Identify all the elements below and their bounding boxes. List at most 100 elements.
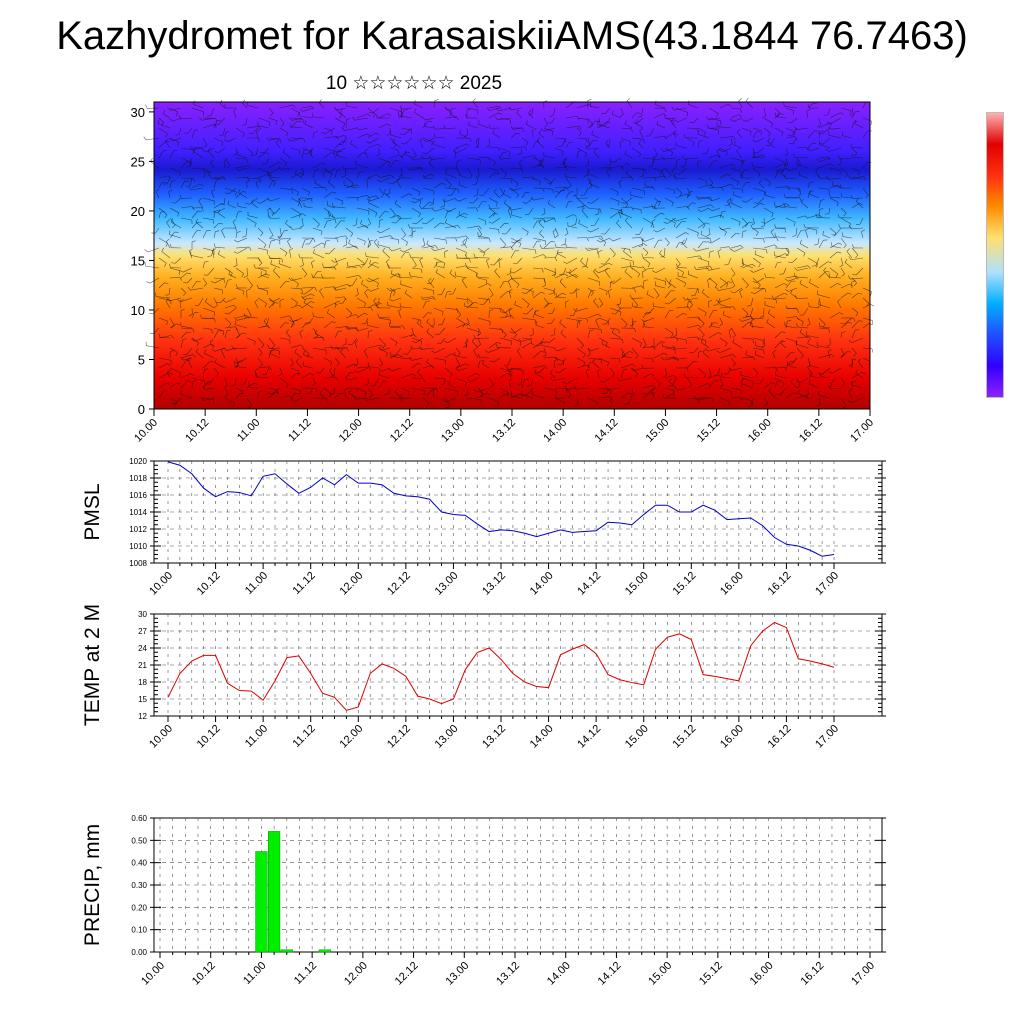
wind-barb <box>400 193 409 199</box>
wind-barb-flag <box>204 349 206 354</box>
wind-barb-flag <box>797 163 801 167</box>
wind-barb <box>255 182 259 189</box>
wind-barb-flag <box>703 132 706 137</box>
wind-barb <box>774 186 789 189</box>
wind-barb-flag <box>629 351 634 353</box>
wind-barb <box>612 237 622 242</box>
wind-barb-flag <box>221 227 225 231</box>
wind-barb <box>444 225 458 229</box>
wind-barb <box>358 327 369 332</box>
wind-barb-flag <box>855 254 859 259</box>
wind-barb-flag <box>445 218 447 223</box>
wind-barb <box>840 322 849 329</box>
wind-barb <box>212 250 215 259</box>
wind-barb-flag <box>578 125 582 130</box>
wind-barb-flag <box>297 112 300 117</box>
wind-barb-flag <box>634 328 637 333</box>
wind-barb-flag <box>686 112 689 117</box>
wind-barb-flag <box>160 211 165 213</box>
wind-barb <box>553 361 556 369</box>
wind-barb <box>290 137 304 140</box>
wind-barb-flag <box>725 151 728 156</box>
wind-barb-flag <box>201 397 205 401</box>
wind-barb <box>245 117 248 125</box>
wind-barb-flag <box>233 108 237 112</box>
wind-barb <box>186 347 193 355</box>
wind-barb <box>215 246 226 249</box>
wind-barb-flag <box>696 336 700 341</box>
wind-barb-flag <box>407 391 410 396</box>
wind-barb <box>809 193 820 199</box>
wind-barb <box>618 182 622 189</box>
wind-barb <box>745 197 754 203</box>
wind-barb-flag <box>787 248 790 253</box>
wind-barb <box>632 306 644 309</box>
wind-barb <box>257 167 270 174</box>
wind-barb <box>832 367 842 374</box>
wind-barb-flag <box>429 201 434 204</box>
wind-barb-flag <box>616 377 620 381</box>
wind-barb <box>257 325 268 329</box>
wind-barb <box>561 357 567 365</box>
wind-barb-flag <box>625 169 629 174</box>
wind-barb <box>752 227 765 230</box>
wind-barb <box>754 287 765 294</box>
wind-barb-flag <box>750 318 755 322</box>
wind-barb-flag <box>164 214 168 219</box>
wind-barb-flag <box>852 380 857 383</box>
wind-barb <box>848 391 853 399</box>
wind-barb-flag <box>793 131 796 136</box>
wind-barb-flag <box>719 149 723 152</box>
wind-barb-flag <box>504 222 509 225</box>
wind-barb <box>476 187 479 196</box>
wind-barb-flag <box>759 315 764 318</box>
wind-barb-flag <box>524 146 528 151</box>
wind-barb-flag <box>553 359 558 362</box>
wind-barb-flag <box>794 294 797 299</box>
wind-barb <box>785 197 798 199</box>
wind-barb <box>235 191 243 199</box>
wind-barb-flag <box>587 201 592 204</box>
wind-barb-flag <box>364 148 369 152</box>
wind-barb <box>565 177 572 186</box>
wind-barb-flag <box>541 341 546 344</box>
wind-barb <box>587 117 594 125</box>
wind-barb <box>169 181 172 189</box>
wind-barb <box>477 393 487 399</box>
wind-barb-flag <box>400 133 405 136</box>
wind-barb-flag <box>663 352 668 356</box>
wind-barb-flag <box>336 238 339 243</box>
wind-barb-flag <box>606 290 608 296</box>
wind-barb-flag <box>780 339 784 344</box>
wind-barb-flag <box>576 116 580 120</box>
wind-barb <box>314 182 325 189</box>
wind-barb <box>414 103 424 109</box>
wind-barb-flag <box>584 164 589 167</box>
wind-barb <box>818 304 831 309</box>
wind-barb <box>387 387 391 394</box>
wind-barb-flag <box>281 258 284 263</box>
wind-barb <box>576 127 582 133</box>
wind-barb-flag <box>319 389 323 394</box>
wind-barb <box>752 237 764 239</box>
wind-barb <box>444 291 448 299</box>
wind-barb <box>668 297 677 305</box>
temp-y-tick-label: 15 <box>138 695 147 704</box>
section-heatmap <box>154 102 870 409</box>
wind-barb-flag <box>695 195 699 200</box>
wind-barb-flag <box>671 393 676 397</box>
wind-barb <box>755 354 765 359</box>
wind-barb <box>678 275 688 279</box>
wind-barb-flag <box>179 277 182 281</box>
wind-barb <box>785 352 792 359</box>
wind-barb-flag <box>817 305 822 308</box>
wind-barb-flag <box>826 344 831 347</box>
wind-barb <box>345 363 354 369</box>
wind-barb-flag <box>400 398 403 403</box>
wind-barb <box>587 140 593 149</box>
wind-barb-flag <box>656 120 659 125</box>
wind-barb <box>818 117 821 126</box>
wind-barb <box>655 267 666 273</box>
wind-barb-flag <box>325 239 330 242</box>
